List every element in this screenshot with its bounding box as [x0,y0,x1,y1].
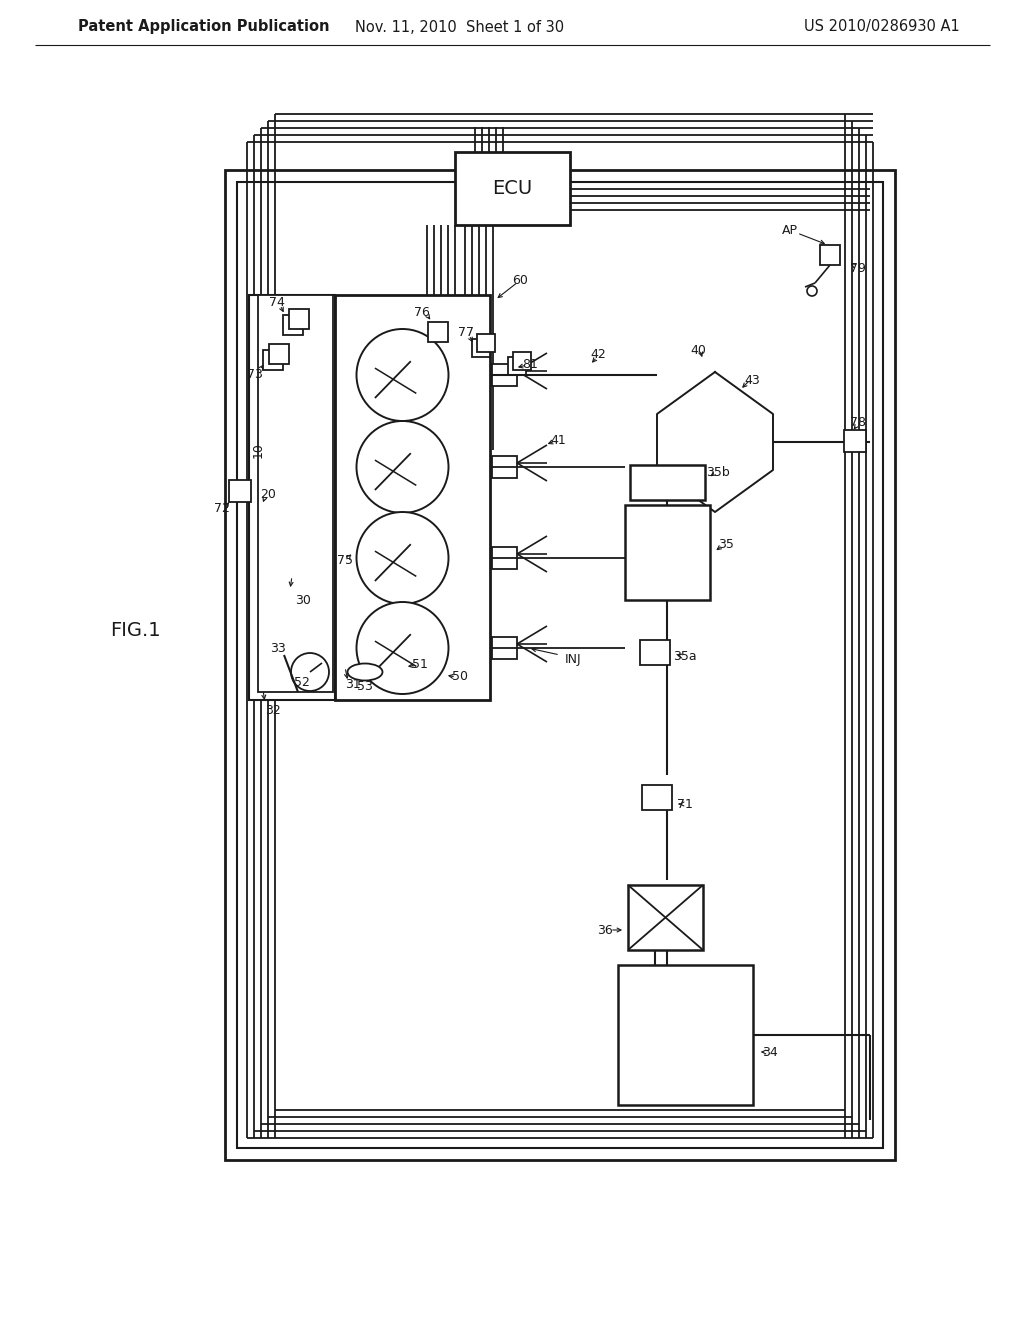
Text: 40: 40 [690,343,706,356]
Circle shape [807,286,817,296]
Text: FIG.1: FIG.1 [110,620,161,639]
Text: 78: 78 [850,416,866,429]
Bar [492,455,517,478]
Text: 20: 20 [260,488,275,502]
Bar [477,334,495,352]
Text: 43: 43 [744,374,760,387]
Bar [508,356,526,375]
Bar [289,309,309,329]
Bar [492,364,517,385]
Circle shape [356,512,449,605]
Bar [335,294,490,700]
Text: 34: 34 [762,1045,778,1059]
Text: 35b: 35b [707,466,730,479]
Bar [237,182,883,1148]
Text: 73: 73 [247,368,263,381]
Bar [269,345,289,364]
Text: 35a: 35a [673,651,696,664]
Text: 53: 53 [357,681,373,693]
Text: 42: 42 [590,348,606,362]
Text: Nov. 11, 2010  Sheet 1 of 30: Nov. 11, 2010 Sheet 1 of 30 [355,20,564,34]
Text: 41: 41 [550,433,566,446]
Text: 77: 77 [458,326,474,338]
Bar [640,640,670,665]
Text: 10: 10 [252,442,265,458]
Circle shape [356,329,449,421]
Text: Patent Application Publication: Patent Application Publication [78,20,330,34]
Text: 36: 36 [597,924,613,936]
Text: 60: 60 [512,273,528,286]
Bar [492,546,517,569]
Bar [229,480,251,502]
Text: 75: 75 [337,553,353,566]
Bar [820,246,840,265]
Text: 31: 31 [345,678,360,692]
Text: INJ: INJ [565,653,582,667]
Text: 72: 72 [214,502,230,515]
Bar [844,430,866,451]
Bar [283,315,303,335]
Bar [225,170,895,1160]
Bar [630,465,705,500]
Bar [492,638,517,659]
Bar [625,506,710,601]
Text: 79: 79 [850,261,866,275]
Text: 50: 50 [452,671,468,684]
Text: 76: 76 [414,305,430,318]
Bar [263,350,283,370]
Text: 51: 51 [412,659,428,672]
Text: 81: 81 [522,359,538,371]
Text: 74: 74 [269,296,285,309]
Circle shape [356,602,449,694]
Text: US 2010/0286930 A1: US 2010/0286930 A1 [804,20,961,34]
Bar [642,785,672,810]
Text: 71: 71 [677,799,693,812]
Ellipse shape [347,664,383,681]
Bar [249,294,335,700]
Text: ECU: ECU [493,180,532,198]
Bar [513,352,531,370]
Circle shape [356,421,449,513]
Text: 30: 30 [295,594,311,606]
Text: 35: 35 [718,539,734,552]
Bar [455,152,570,224]
Bar [258,294,333,692]
Text: 33: 33 [270,642,286,655]
Text: 52: 52 [294,676,310,689]
Bar [472,339,490,356]
Text: AP: AP [782,223,798,236]
Circle shape [291,653,329,690]
Bar [618,965,753,1105]
Text: 32: 32 [265,704,281,717]
Bar [428,322,449,342]
Bar [628,884,703,950]
